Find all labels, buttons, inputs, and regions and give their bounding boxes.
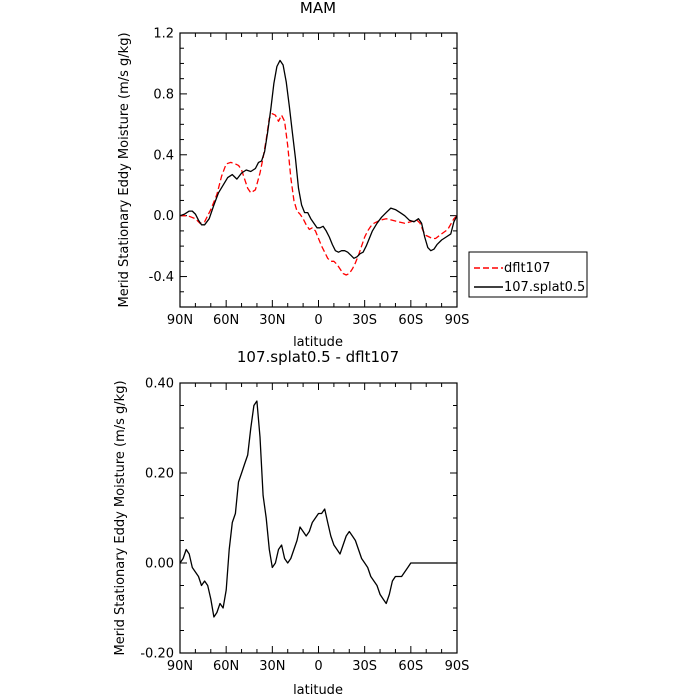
x-tick-label: 60S [398, 659, 423, 674]
x-tick-label: 0 [314, 659, 322, 674]
panel-mam-ylabel: Merid Stationary Eddy Moisture (m/s g/kg… [117, 32, 132, 307]
x-tick-label: 30N [259, 313, 285, 328]
x-tick-label: 30S [352, 659, 377, 674]
x-tick-label: 0 [314, 313, 322, 328]
legend-label-dflt107: dflt107 [504, 261, 550, 276]
x-tick-label: 60S [398, 313, 423, 328]
legend-frame [468, 251, 588, 298]
panel-difference-ylabel: Merid Stationary Eddy Moisture (m/s g/kg… [113, 380, 128, 655]
panel-difference: 107.splat0.5 - dflt107 90N 60N 30N 0 30S 60S 9… [113, 348, 469, 698]
panel-mam-title: MAM [300, 0, 336, 17]
panel-difference-frame [179, 382, 458, 654]
y-tick-label: 0.4 [153, 148, 174, 163]
panel-difference-xlabel: latitude [293, 683, 343, 698]
legend-entry-splat: 107.splat0.5 [474, 280, 585, 295]
x-tick-label: 90S [445, 659, 470, 674]
y-tick-label: 1.2 [153, 27, 174, 42]
series-line-mam-1 [179, 59, 458, 259]
panel-mam-frame [179, 32, 458, 308]
y-tick-label: -0.20 [140, 647, 174, 662]
series-line-mam-0 [180, 113, 458, 276]
series-line-difference-0 [179, 400, 457, 618]
y-tick-label: 0.20 [145, 467, 174, 482]
y-tick-label: 0.40 [145, 377, 174, 392]
x-tick-label: 30S [352, 313, 377, 328]
x-tick-label: 90S [445, 313, 470, 328]
y-tick-label: -0.4 [149, 270, 174, 285]
panel-mam-xlabel: latitude [293, 335, 343, 350]
x-tick-label: 60N [213, 659, 239, 674]
y-tick-label: 0.8 [153, 87, 174, 102]
legend: dflt107 107.splat0.5 [468, 251, 588, 298]
legend-label-splat: 107.splat0.5 [504, 280, 585, 295]
legend-entry-dflt107: dflt107 [474, 261, 550, 276]
panel-mam: MAM 90N 60N 30N 0 30S 60S 90S -0.4 0.0 0.4 0.8 1.2… [117, 0, 469, 350]
x-tick-label: 30N [259, 659, 285, 674]
x-tick-label: 60N [213, 313, 239, 328]
y-tick-label: 0.0 [153, 209, 174, 224]
y-tick-label: 0.00 [145, 557, 174, 572]
x-tick-label: 90N [167, 659, 193, 674]
x-tick-label: 90N [167, 313, 193, 328]
panel-difference-title: 107.splat0.5 - dflt107 [237, 348, 399, 366]
